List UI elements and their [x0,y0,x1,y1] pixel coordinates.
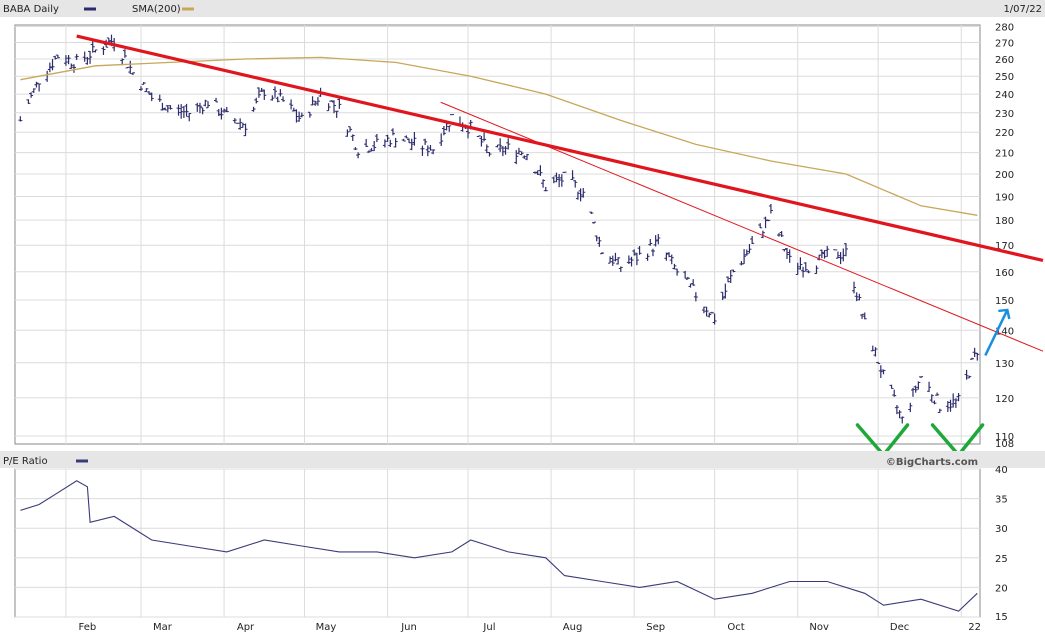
x-tick-label: 22 [968,622,981,633]
price-y-tick-label: 240 [995,90,1014,101]
price-y-tick-label: 250 [995,72,1014,83]
pe-y-tick-label: 25 [995,554,1008,565]
x-tick-label: Jun [400,622,417,633]
date-label: 1/07/22 [1003,4,1042,15]
price-y-tick-label: 230 [995,109,1014,120]
x-tick-label: Jul [482,622,495,633]
pe-y-tick-label: 20 [995,583,1008,594]
x-tick-label: Mar [153,622,173,633]
x-tick-label: Aug [563,622,583,633]
price-y-tick-label: 260 [995,55,1014,66]
pe-y-tick-label: 15 [995,612,1008,623]
pe-y-tick-label: 40 [995,465,1008,476]
pe-y-tick-label: 35 [995,495,1008,506]
x-tick-label: Oct [727,622,744,633]
price-y-tick-label: 190 [995,192,1014,203]
x-tick-label: Apr [237,622,255,633]
pe-panel [15,469,980,617]
pe-y-axis: 15 20 25 30 35 40 [995,465,1008,623]
x-tick-label: Feb [79,622,97,633]
price-y-tick-label: 120 [995,394,1014,405]
price-y-tick-label: 210 [995,149,1014,160]
price-bar [235,123,239,124]
price-y-tick-label: 180 [995,216,1014,227]
price-y-tick-label: 200 [995,170,1014,181]
price-y-tick-label: 220 [995,128,1014,139]
price-y-tick-label: 280 [995,23,1014,34]
price-y-bottom-label: 108 [995,439,1014,450]
price-legend-label: BABA Daily [3,4,59,15]
x-tick-label: May [316,622,337,633]
x-tick-label: Nov [809,622,829,633]
price-panel [15,25,980,444]
x-tick-label: Dec [890,622,909,633]
price-y-axis: 1101201301401501601701801902002102202302… [995,23,1014,443]
pe-legend-label: P/E Ratio [3,456,48,467]
watermark: ©BigCharts.com [886,457,978,468]
price-y-tick-label: 150 [995,296,1014,307]
price-y-tick-label: 130 [995,359,1014,370]
pe-y-tick-label: 30 [995,524,1008,535]
price-y-tick-label: 270 [995,38,1014,49]
sma-legend-label: SMA(200) [132,4,181,15]
x-tick-label: Sep [646,622,665,633]
x-axis-labels: Feb Mar Apr May Jun Jul Aug Sep Oct Nov Dec 22 [79,622,981,633]
price-y-tick-label: 160 [995,268,1014,279]
